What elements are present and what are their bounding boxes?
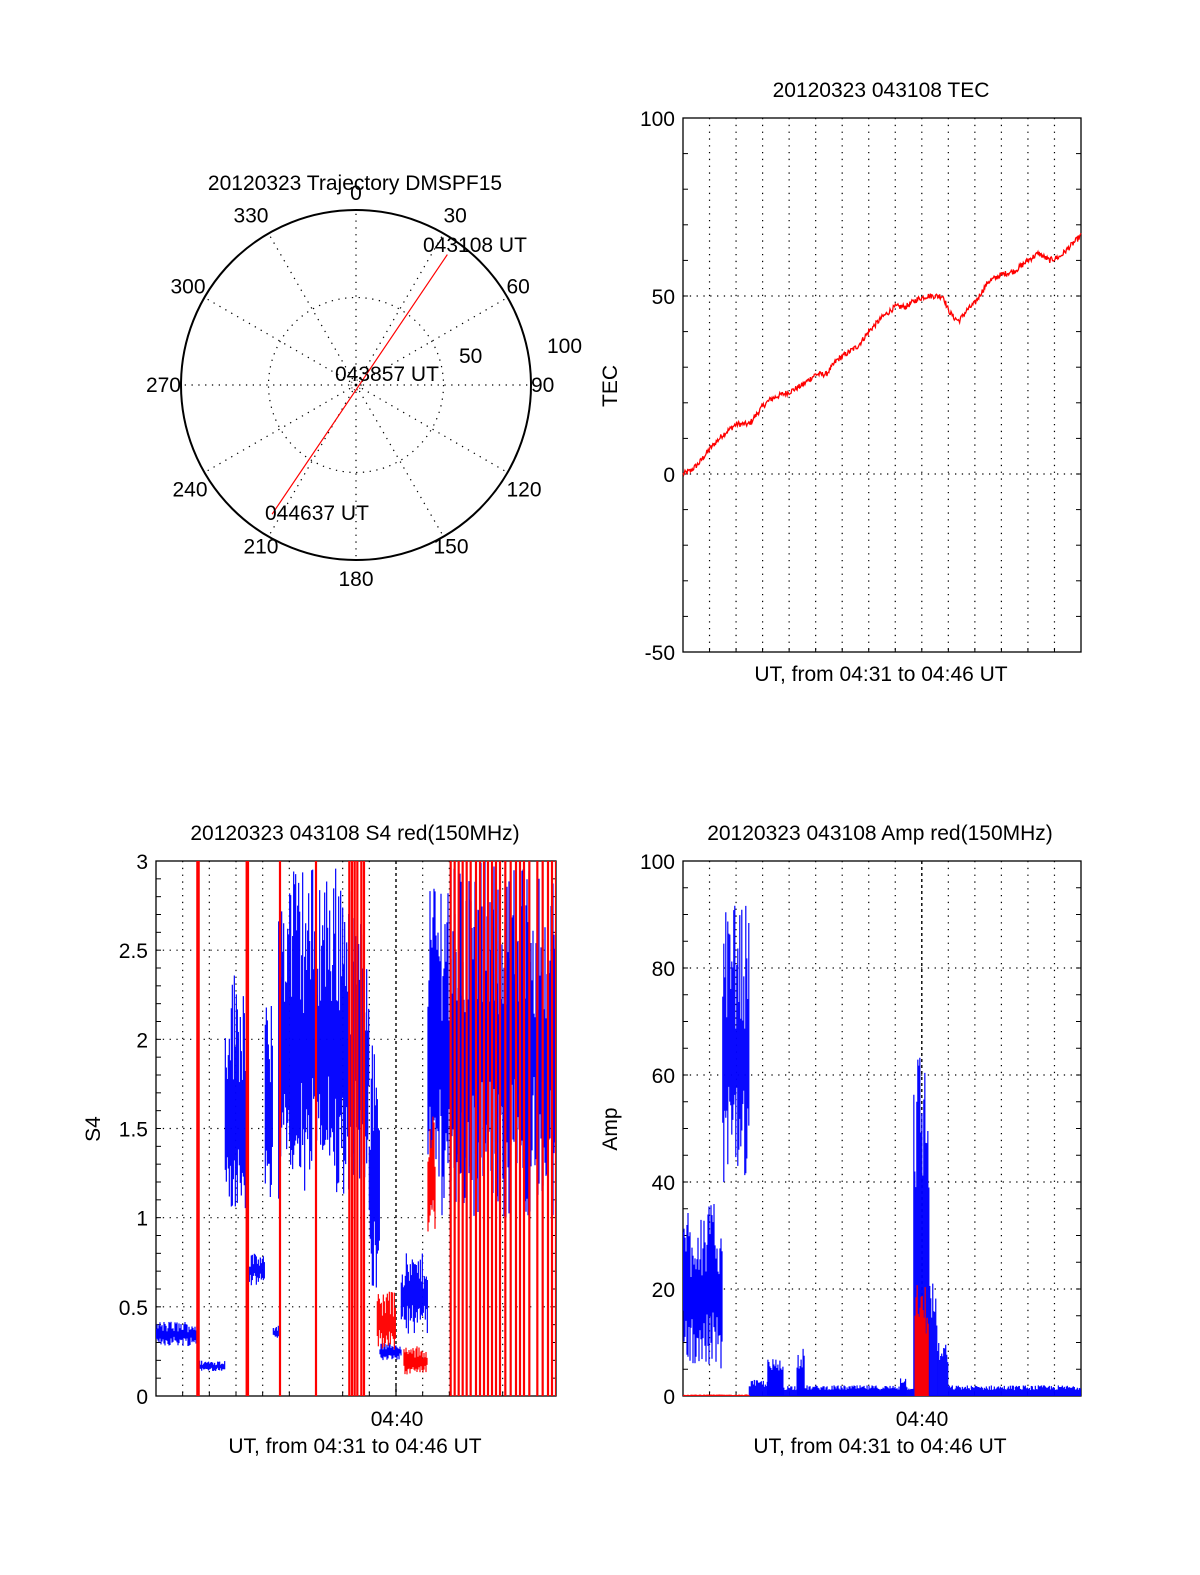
- trajectory-polar-chart: 20120323 Trajectory DMSPF15 0 30 60 90 120 15…: [146, 172, 582, 591]
- y-tick-label: 3: [136, 851, 148, 874]
- y-tick-label: 0.5: [119, 1297, 148, 1320]
- polar-azimuth-label: 60: [506, 276, 529, 299]
- polar-azimuth-labels: 0 30 60 90 120 150 180 210 240 270 300 330: [146, 182, 554, 591]
- polar-grid: [180, 209, 532, 561]
- y-tick-label: 2.5: [119, 940, 148, 963]
- polar-radial-label: 50: [459, 345, 482, 368]
- polar-radial-label: 100: [547, 335, 582, 358]
- amp-xtick-label: 04:40: [896, 1408, 949, 1431]
- polar-azimuth-label: 240: [172, 479, 207, 502]
- polar-spoke: [355, 384, 508, 474]
- amp-y-ticks: 0 20 40 60 80 100: [640, 851, 675, 1409]
- y-tick-label: 2: [136, 1029, 148, 1052]
- plot-frame: [682, 117, 1082, 653]
- s4-xtick-label: 04:40: [371, 1408, 424, 1431]
- y-tick-label: 60: [652, 1065, 675, 1088]
- s4-ylabel: S4: [82, 1116, 105, 1142]
- polar-azimuth-label: 270: [146, 374, 181, 397]
- s4-y-ticks: 0 0.5 1 1.5 2 2.5 3: [119, 851, 148, 1409]
- y-tick-label: 20: [652, 1279, 675, 1302]
- polar-azimuth-label: 30: [444, 205, 467, 228]
- tec-xlabel: UT, from 04:31 to 04:46 UT: [754, 663, 1007, 686]
- polar-azimuth-label: 120: [506, 479, 541, 502]
- polar-radial-labels: 50 100: [459, 335, 582, 368]
- polar-azimuth-label: 330: [233, 205, 268, 228]
- polar-azimuth-label: 0: [350, 182, 362, 205]
- trajectory-path: [271, 254, 448, 515]
- trajectory-start-label: 043108 UT: [423, 234, 527, 257]
- tec-chart: 20120323 043108 TEC -50 0 50 100 UT, from 0…: [599, 79, 1082, 686]
- tec-series: [682, 232, 1082, 477]
- plot-frame: [682, 860, 1082, 1397]
- tec-title: 20120323 043108 TEC: [773, 79, 990, 102]
- polar-azimuth-label: 150: [434, 535, 469, 558]
- polar-azimuth-label: 300: [170, 276, 205, 299]
- amp-xlabel: UT, from 04:31 to 04:46 UT: [753, 1435, 1006, 1458]
- s4-title: 20120323 043108 S4 red(150MHz): [190, 822, 519, 845]
- polar-azimuth-label: 210: [243, 535, 278, 558]
- y-tick-label: 80: [652, 958, 675, 981]
- trajectory-line: [271, 254, 448, 515]
- polar-center-marker: [350, 379, 362, 391]
- amp-chart: 20120323 043108 Amp red(150MHz) 0 20 40 60 8…: [599, 822, 1082, 1458]
- y-tick-label: 1.5: [119, 1119, 148, 1142]
- polar-title: 20120323 Trajectory DMSPF15: [208, 172, 502, 195]
- y-tick-label: 40: [652, 1172, 675, 1195]
- tec-y-ticks: -50 0 50 100: [640, 108, 675, 665]
- amp-title: 20120323 043108 Amp red(150MHz): [707, 822, 1053, 845]
- polar-azimuth-label: 180: [338, 568, 373, 591]
- tec-line: [682, 232, 1082, 477]
- tec-grid: [682, 117, 1082, 653]
- y-tick-label: 0: [663, 464, 675, 487]
- s4-chart: 20120323 043108 S4 red(150MHz) 0 0.5 1 1.5 2…: [82, 822, 557, 1458]
- y-tick-label: 1: [136, 1208, 148, 1231]
- polar-inner-circle: [267, 296, 445, 474]
- amp-series: [683, 905, 1081, 1396]
- polar-azimuth-label: 90: [531, 374, 554, 397]
- amp-grid: [682, 860, 1082, 1397]
- y-tick-label: 100: [640, 108, 675, 131]
- trajectory-end-label: 044637 UT: [265, 502, 369, 525]
- trajectory-mid-label: 043857 UT: [335, 363, 439, 386]
- y-tick-label: 0: [663, 1386, 675, 1409]
- amp-ylabel: Amp: [599, 1107, 622, 1150]
- polar-outer-circle: [180, 209, 532, 561]
- tec-ylabel: TEC: [599, 365, 622, 407]
- y-tick-label: 0: [136, 1386, 148, 1409]
- polar-spoke: [204, 384, 357, 474]
- s4-xlabel: UT, from 04:31 to 04:46 UT: [228, 1435, 481, 1458]
- polar-spoke: [355, 384, 445, 537]
- s4-series: [156, 861, 556, 1396]
- y-tick-label: -50: [645, 642, 675, 665]
- y-tick-label: 100: [640, 851, 675, 874]
- y-tick-label: 50: [652, 286, 675, 309]
